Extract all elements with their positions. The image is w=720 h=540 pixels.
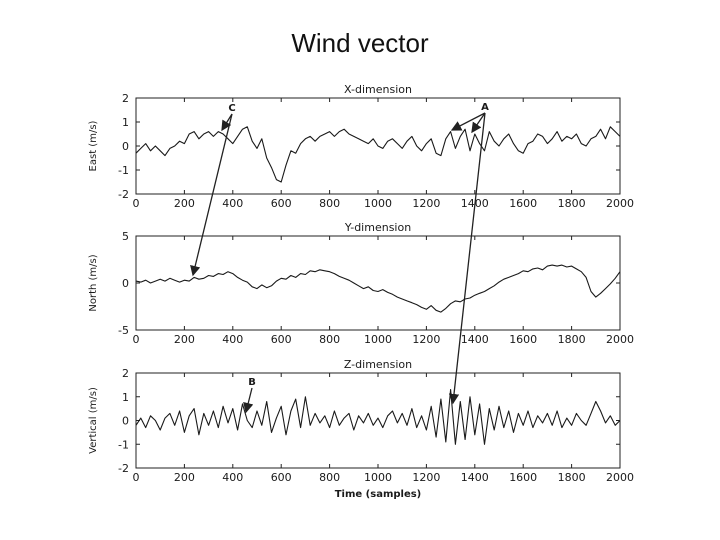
x-tick-label: 200 — [174, 333, 195, 346]
x-tick-label: 2000 — [606, 197, 634, 210]
y-tick-label: -5 — [118, 324, 129, 337]
x-tick-label: 1600 — [509, 197, 537, 210]
panel-title: Y-dimension — [344, 221, 411, 234]
annotation-label: A — [481, 102, 489, 113]
y-tick-label: -2 — [118, 462, 129, 475]
annotation-label: B — [248, 377, 256, 388]
annotation-arrow — [471, 112, 486, 134]
x-tick-label: 1000 — [364, 197, 392, 210]
y-axis-label: East (m/s) — [88, 120, 99, 171]
annotation-arrow — [448, 112, 486, 405]
y-tick-label: 0 — [122, 140, 129, 153]
plot-frame — [135, 235, 621, 331]
y-axis-label: North (m/s) — [88, 254, 99, 311]
y-tick-label: 2 — [122, 92, 129, 105]
x-tick-label: 1200 — [412, 197, 440, 210]
y-axis-label: Vertical (m/s) — [88, 387, 99, 454]
x-tick-label: 400 — [222, 471, 243, 484]
x-tick-label: 1000 — [364, 471, 392, 484]
y-tick-label: 0 — [122, 277, 129, 290]
x-axis-label: Time (samples) — [335, 489, 422, 500]
x-tick-label: 400 — [222, 197, 243, 210]
x-tick-label: 1600 — [509, 333, 537, 346]
x-tick-label: 1000 — [364, 333, 392, 346]
annotation-arrow — [450, 112, 486, 131]
y-tick-label: -2 — [118, 188, 129, 201]
annotation-arrow — [221, 113, 233, 132]
y-tick-label: 5 — [122, 230, 129, 243]
panel-title: X-dimension — [344, 83, 412, 96]
y-tick-label: 1 — [122, 116, 129, 129]
annotation-label: C — [228, 103, 235, 114]
x-tick-label: 1800 — [558, 471, 586, 484]
series-line — [135, 389, 621, 445]
x-tick-label: 1200 — [412, 471, 440, 484]
y-tick-label: 1 — [122, 391, 129, 404]
annotation-arrow — [190, 113, 233, 277]
x-tick-label: 0 — [133, 333, 140, 346]
y-tick-label: -1 — [118, 164, 129, 177]
x-tick-label: 1800 — [558, 333, 586, 346]
x-tick-label: 800 — [319, 197, 340, 210]
x-tick-label: 1400 — [461, 471, 489, 484]
x-tick-label: 600 — [271, 333, 292, 346]
plot-frame — [135, 372, 621, 469]
x-tick-label: 200 — [174, 197, 195, 210]
x-tick-label: 2000 — [606, 471, 634, 484]
x-tick-label: 1200 — [412, 333, 440, 346]
x-tick-label: 0 — [133, 471, 140, 484]
y-tick-label: 2 — [122, 367, 129, 380]
x-tick-label: 200 — [174, 471, 195, 484]
x-tick-label: 400 — [222, 333, 243, 346]
x-tick-label: 1800 — [558, 197, 586, 210]
y-tick-label: 0 — [122, 415, 129, 428]
x-tick-label: 1600 — [509, 471, 537, 484]
annotation-arrow — [243, 387, 254, 414]
x-tick-label: 600 — [271, 471, 292, 484]
slide-title: Wind vector — [291, 28, 429, 58]
x-tick-label: 800 — [319, 333, 340, 346]
panel-title: Z-dimension — [344, 358, 412, 371]
x-tick-label: 0 — [133, 197, 140, 210]
series-line — [135, 264, 621, 313]
x-tick-label: 1400 — [461, 333, 489, 346]
x-tick-label: 600 — [271, 197, 292, 210]
x-tick-label: 800 — [319, 471, 340, 484]
y-tick-label: -1 — [118, 438, 129, 451]
series-line — [135, 126, 621, 183]
x-tick-label: 2000 — [606, 333, 634, 346]
